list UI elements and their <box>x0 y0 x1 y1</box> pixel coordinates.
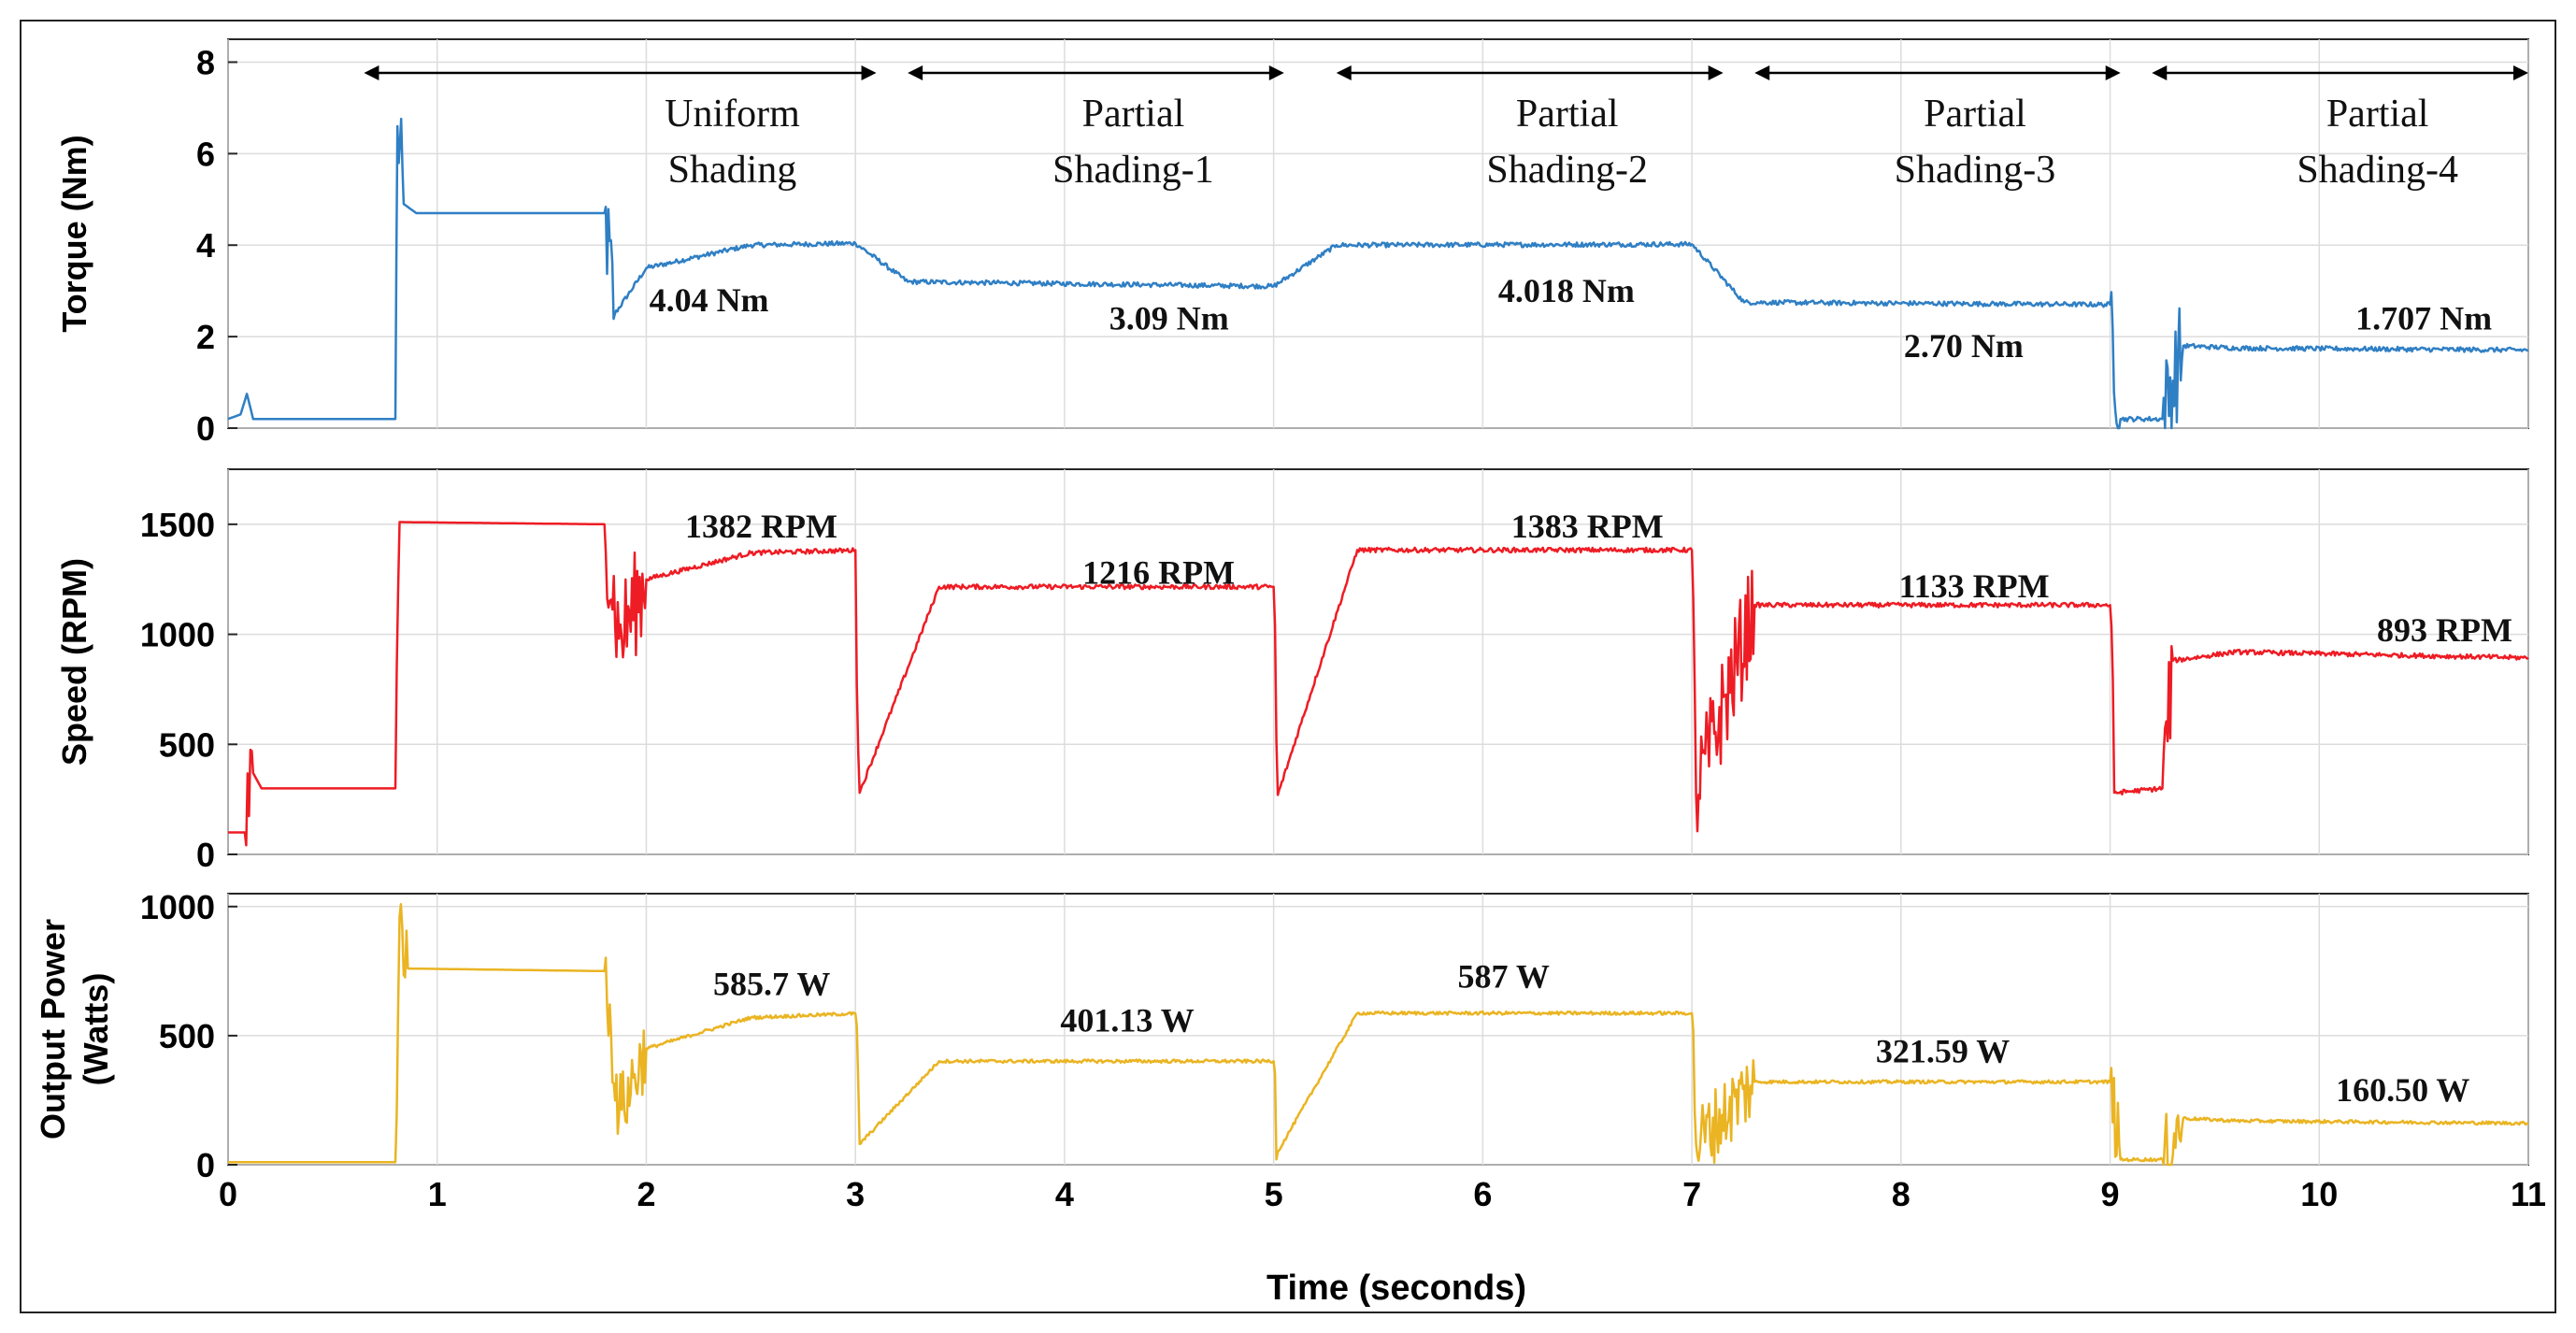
speed-y-tick-label: 500 <box>159 725 215 764</box>
region-label: Shading-3 <box>1895 149 2056 192</box>
speed-y-tick-label: 0 <box>196 836 215 874</box>
speed-y-tick-label: 1000 <box>140 616 215 654</box>
speed-y-tick-label: 1500 <box>140 506 215 544</box>
x-tick-label: 1 <box>428 1175 447 1213</box>
speed-y-axis-title: Speed (RPM) <box>55 558 93 766</box>
torque-value-label: 4.04 Nm <box>650 281 769 319</box>
speed-value-label: 893 RPM <box>2377 611 2512 649</box>
power-y-tick-label: 500 <box>159 1017 215 1055</box>
torque-y-axis-title: Torque (Nm) <box>55 135 93 332</box>
power-y-axis-title: Output Power <box>34 919 72 1140</box>
power-y-tick-label: 1000 <box>140 888 215 926</box>
power-value-label: 585.7 W <box>713 966 830 1003</box>
x-tick-label: 10 <box>2300 1175 2338 1213</box>
region-marker: Partial Shading-3 <box>1754 65 2121 192</box>
region-arrow-left-head <box>364 65 379 80</box>
power-series-line <box>228 903 2528 1167</box>
region-arrow-left-head <box>1336 65 1352 80</box>
power-y-axis-title: (Watts) <box>77 973 115 1086</box>
power-y-tick-label: 0 <box>196 1146 215 1184</box>
region-label: Partial <box>1516 93 1619 136</box>
power-value-label: 160.50 W <box>2336 1071 2469 1109</box>
torque-value-label: 1.707 Nm <box>2355 300 2492 337</box>
x-tick-label: 0 <box>219 1175 237 1213</box>
region-marker: Partial Shading-2 <box>1336 65 1724 192</box>
region-arrow-right-head <box>1708 65 1724 80</box>
torque-y-tick-label: 6 <box>196 135 215 173</box>
speed-value-label: 1382 RPM <box>685 508 837 545</box>
region-label: Partial <box>2326 93 2429 136</box>
speed-plot-area <box>227 468 2529 855</box>
panel-power: 0 500 1000 Output Power (Watts) 585.7 W 401.13… <box>34 888 2529 1184</box>
region-arrow-right-head <box>1268 65 1284 80</box>
region-label: Partial <box>1924 93 2026 136</box>
x-tick-label: 11 <box>2511 1175 2546 1213</box>
region-marker: Uniform Shading <box>364 65 877 192</box>
panel-torque: 0 2 4 6 8 Torque (Nm) 4.04 Nm 3.09 Nm 4.018 Nm 2.… <box>55 38 2529 448</box>
region-label: Shading-2 <box>1486 149 1648 192</box>
region-arrow-left-head <box>908 65 923 80</box>
torque-y-tick-label: 2 <box>196 318 215 356</box>
region-label: Shading-1 <box>1052 149 1214 192</box>
region-arrow-left-head <box>2152 65 2168 80</box>
region-label: Partial <box>1082 93 1185 136</box>
torque-y-tick-label: 4 <box>196 226 215 265</box>
region-arrow-right-head <box>2513 65 2528 80</box>
panels: 0 2 4 6 8 Torque (Nm) 4.04 Nm 3.09 Nm 4.018 Nm 2.… <box>34 38 2546 1213</box>
x-tick-label: 6 <box>1473 1175 1492 1213</box>
x-tick-label: 5 <box>1265 1175 1283 1213</box>
region-label: Shading <box>668 149 797 192</box>
power-value-label: 321.59 W <box>1876 1032 2010 1069</box>
torque-value-label: 2.70 Nm <box>1904 327 2024 365</box>
speed-value-label: 1216 RPM <box>1082 554 1235 592</box>
torque-y-tick-label: 0 <box>196 409 215 448</box>
region-marker: Partial Shading-4 <box>2152 65 2528 192</box>
x-tick-label: 2 <box>637 1175 655 1213</box>
region-markers: Uniform Shading Partial Shading-1 Partial Sha… <box>364 65 2528 192</box>
x-tick-label: 9 <box>2101 1175 2120 1213</box>
region-arrow-right-head <box>2105 65 2121 80</box>
speed-value-label: 1383 RPM <box>1511 508 1664 545</box>
region-label: Shading-4 <box>2297 149 2458 192</box>
region-label: Uniform <box>665 93 800 136</box>
torque-value-label: 4.018 Nm <box>1498 272 1635 309</box>
torque-plot-area <box>227 38 2529 429</box>
power-value-label: 401.13 W <box>1060 1001 1194 1039</box>
speed-series-line <box>228 521 2529 847</box>
x-tick-label: 4 <box>1055 1175 1074 1213</box>
torque-series-line <box>227 117 2529 430</box>
region-arrow-right-head <box>861 65 877 80</box>
torque-y-tick-label: 8 <box>196 43 215 81</box>
x-tick-label: 8 <box>1892 1175 1911 1213</box>
power-value-label: 587 W <box>1458 957 1550 995</box>
x-axis-title: Time (seconds) <box>1267 1268 1526 1308</box>
x-tick-label: 7 <box>1682 1175 1701 1213</box>
torque-value-label: 3.09 Nm <box>1109 300 1229 337</box>
region-marker: Partial Shading-1 <box>908 65 1284 192</box>
speed-value-label: 1133 RPM <box>1899 567 2050 605</box>
x-tick-label: 3 <box>846 1175 865 1213</box>
region-arrow-left-head <box>1754 65 1770 80</box>
panel-speed: 0 500 1000 1500 Speed (RPM) 1382 RPM 1216 RPM 1… <box>55 468 2529 874</box>
